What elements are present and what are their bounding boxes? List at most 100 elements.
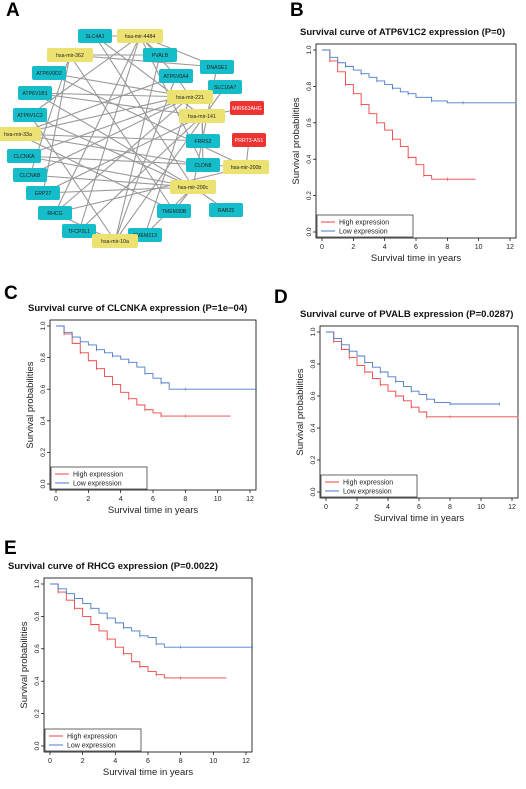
node-label: SLC4A1 [85, 34, 104, 40]
node-box [7, 149, 41, 163]
series-line-high-expression [56, 325, 231, 417]
y-axis-label: Survival probabilities [25, 361, 36, 448]
x-tick-label: 2 [355, 504, 359, 511]
series-line-high-expression [50, 583, 227, 679]
plot-frame [43, 577, 253, 753]
x-tick-label: 10 [214, 496, 222, 503]
node-label: hsa-mir-4484 [125, 34, 156, 40]
node-box [179, 109, 225, 123]
y-tick-label: 1.0 [306, 45, 313, 54]
node-label: hsa-mir-200c [178, 185, 209, 191]
network-node-clcnka: CLCNKA [7, 149, 41, 163]
node-label: ATP6V0A4 [163, 74, 188, 80]
x-axis-label: Survival time in years [374, 513, 465, 524]
node-box [186, 134, 220, 148]
network-edge [114, 75, 177, 242]
x-tick-label: 6 [414, 244, 418, 251]
network-node-clcnkb: CLCNKB [13, 168, 47, 182]
network-node-hsa-mir-221: hsa-mir-221 [167, 90, 213, 104]
legend-label-high-expression: High expression [67, 734, 117, 741]
node-box [62, 224, 96, 238]
network-node-slc4a1: SLC4A1 [78, 29, 112, 43]
legend-label-low-expression: Low expression [67, 743, 116, 750]
network-node-tmem30b: TMEM30B [157, 204, 191, 218]
node-box [117, 29, 163, 43]
panel-letter-b: B [290, 0, 304, 21]
survival-chart-atp6v1c2: Survival curve of ATP6V1C2 expression (P… [291, 27, 517, 264]
survival-chart-clcnka: Survival curve of CLCNKA expression (P=1… [25, 303, 257, 516]
legend-label-low-expression: Low expression [339, 229, 388, 236]
node-box [186, 158, 220, 172]
network-edge [29, 174, 194, 188]
network-edge [17, 133, 175, 212]
x-tick-label: 0 [320, 244, 324, 251]
network-node-tfcp2l1: TFCP2L1 [62, 224, 96, 238]
node-label: FRRS2 [194, 139, 211, 145]
node-box [159, 69, 193, 83]
chart-title: Survival curve of PVALB expression (P=0.… [300, 309, 513, 320]
network-edge [34, 92, 194, 188]
y-tick-label: 0.0 [310, 487, 317, 496]
node-box [26, 186, 60, 200]
network-edge [42, 115, 203, 194]
x-tick-label: 12 [246, 496, 254, 503]
interaction-network: SLC4A1 hsa-mir-4484 hsa-mir-362 PVALB DNASE1… [0, 29, 269, 248]
node-box [18, 86, 52, 100]
node-label: hsa-mir-200b [231, 165, 262, 171]
node-box [230, 101, 264, 115]
x-tick-label: 6 [151, 496, 155, 503]
network-edge [78, 35, 141, 232]
network-node-hsa-mir-141: hsa-mir-141 [179, 109, 225, 123]
network-node-dnase1: DNASE1 [200, 60, 234, 74]
x-tick-label: 6 [146, 758, 150, 765]
node-box [143, 48, 177, 62]
legend-label-high-expression: High expression [339, 220, 389, 227]
y-tick-label: 0.6 [306, 118, 313, 127]
node-label: hsa-mir-141 [188, 114, 216, 120]
series-line-low-expression [56, 325, 257, 390]
network-edge [54, 35, 141, 214]
legend-box [320, 474, 418, 498]
node-box [167, 90, 213, 104]
network-node-cldn8: CLDN8 [186, 158, 220, 172]
y-tick-label: 0.4 [40, 416, 47, 425]
network-node-atp6v1c2: ATP6V1C2 [13, 108, 47, 122]
series-line-high-expression [322, 49, 476, 180]
network-edge [23, 155, 194, 188]
chart-title: Survival curve of CLCNKA expression (P=1… [28, 303, 247, 314]
node-label: ATP6V1C2 [17, 113, 43, 119]
node-label: hsa-mir-33a [4, 132, 32, 138]
node-box [208, 80, 242, 94]
node-box [13, 168, 47, 182]
network-edge [48, 72, 247, 168]
series-line-low-expression [50, 583, 253, 648]
node-label: SLC16A7 [214, 85, 236, 91]
network-edge [114, 54, 161, 242]
network-node-atp6v0a4: ATP6V0A4 [159, 69, 193, 83]
node-label: TMEM213 [133, 233, 157, 239]
node-label: MIR663AHG [232, 106, 261, 112]
network-edge [34, 92, 203, 117]
x-tick-label: 8 [183, 496, 187, 503]
x-tick-label: 10 [477, 504, 485, 511]
y-axis-label: Survival probabilities [291, 97, 302, 184]
node-box [38, 206, 72, 220]
y-tick-label: 0.0 [40, 479, 47, 488]
chart-title: Survival curve of ATP6V1C2 expression (P… [300, 27, 505, 38]
x-tick-label: 6 [417, 504, 421, 511]
network-node-erp27: ERP27 [26, 186, 60, 200]
plot-frame [49, 319, 257, 491]
network-node-rab25: RAB25 [209, 203, 243, 217]
network-node-hsa-mir-362: hsa-mir-362 [47, 48, 93, 62]
y-tick-label: 1.0 [34, 579, 41, 588]
x-tick-label: 12 [242, 758, 250, 765]
x-tick-label: 4 [383, 244, 387, 251]
x-tick-label: 12 [506, 244, 514, 251]
x-axis-label: Survival time in years [103, 767, 194, 778]
network-node-hsa-mir-10a: hsa-mir-10a [92, 234, 138, 248]
y-tick-label: 0.2 [34, 709, 41, 718]
y-tick-label: 0.6 [310, 391, 317, 400]
node-box [200, 60, 234, 74]
network-edge [29, 96, 191, 176]
series-line-low-expression [322, 49, 517, 104]
